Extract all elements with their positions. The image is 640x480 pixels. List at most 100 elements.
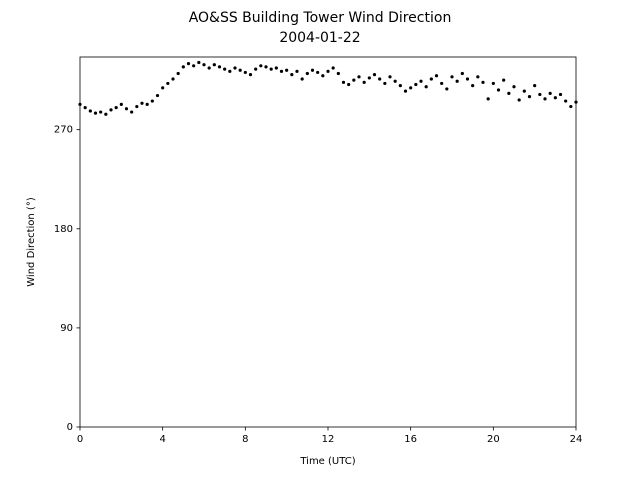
data-point (450, 75, 454, 79)
data-point (378, 77, 382, 81)
data-point (548, 91, 552, 95)
data-point (135, 104, 139, 109)
data-point (543, 97, 547, 101)
data-point (83, 106, 87, 110)
data-point (424, 85, 428, 89)
data-point (212, 63, 216, 67)
data-point (517, 98, 521, 102)
data-point (119, 102, 123, 106)
data-point (553, 96, 557, 100)
data-point (93, 111, 98, 115)
data-point (357, 75, 361, 79)
data-point (274, 66, 278, 70)
data-point (202, 63, 206, 67)
data-point (223, 67, 227, 71)
data-point (527, 95, 532, 99)
y-tick-label: 90 (60, 323, 73, 334)
data-point (419, 79, 423, 83)
data-point (114, 106, 118, 110)
plot-frame (79, 56, 577, 428)
data-point (166, 81, 170, 86)
data-point (440, 81, 444, 86)
data-point (130, 110, 134, 114)
data-point (254, 67, 258, 71)
data-point (181, 65, 185, 69)
data-point (310, 68, 315, 72)
data-point (279, 69, 284, 73)
data-point (269, 67, 273, 71)
data-point (476, 75, 480, 79)
data-point (285, 68, 289, 72)
data-point (393, 79, 397, 83)
data-point (445, 87, 449, 91)
data-point (507, 91, 511, 95)
data-point (558, 92, 563, 97)
data-point (491, 81, 495, 86)
data-point (155, 93, 160, 98)
data-point (316, 70, 320, 75)
data-point (512, 85, 516, 89)
data-point (321, 74, 325, 78)
y-tick-label: 180 (54, 224, 73, 235)
data-point (192, 64, 196, 68)
data-point (259, 64, 263, 68)
data-point (243, 70, 247, 75)
data-point (228, 69, 232, 73)
data-point (538, 92, 542, 97)
data-point (207, 66, 211, 70)
data-point (305, 71, 309, 76)
data-point (290, 73, 294, 77)
data-point (522, 89, 526, 93)
data-point (341, 80, 346, 84)
data-point (347, 82, 351, 87)
data-point (161, 86, 165, 90)
data-point (569, 104, 573, 109)
data-point (99, 110, 103, 114)
data-point (372, 73, 377, 77)
data-point (564, 99, 568, 103)
data-point (434, 74, 439, 78)
data-point (336, 71, 340, 76)
data-point (171, 77, 175, 81)
data-point (388, 75, 392, 79)
chart-title: AO&SS Building Tower Wind Direction (189, 10, 452, 26)
data-point (88, 109, 92, 113)
data-point (233, 66, 237, 70)
data-point (352, 78, 356, 82)
data-point (295, 69, 299, 73)
data-point (496, 88, 501, 92)
data-point (403, 89, 408, 93)
data-point (471, 84, 475, 88)
data-point (326, 69, 330, 73)
data-point (186, 62, 191, 66)
data-point (533, 84, 537, 88)
data-point (238, 68, 242, 72)
data-point (140, 101, 144, 105)
x-tick-label: 8 (242, 434, 248, 445)
y-tick-label: 0 (67, 422, 73, 433)
data-point (300, 77, 304, 81)
data-point (176, 71, 180, 76)
x-axis-label: Time (UTC) (299, 456, 355, 467)
data-point (465, 77, 470, 81)
data-point (124, 107, 129, 111)
data-point (104, 112, 108, 116)
x-tick-label: 16 (404, 434, 417, 445)
y-tick-label: 270 (54, 125, 73, 136)
data-point (362, 80, 366, 84)
data-point (150, 99, 154, 103)
data-point (429, 77, 433, 81)
data-point (398, 84, 402, 88)
x-tick-label: 20 (487, 434, 500, 445)
data-point (455, 79, 459, 83)
chart-subtitle: 2004-01-22 (279, 30, 360, 46)
data-point (248, 73, 253, 77)
data-point (481, 80, 485, 84)
data-point (197, 60, 201, 65)
data-point (331, 66, 335, 70)
data-point (217, 65, 222, 69)
data-point (264, 65, 268, 69)
x-tick-label: 24 (570, 434, 583, 445)
